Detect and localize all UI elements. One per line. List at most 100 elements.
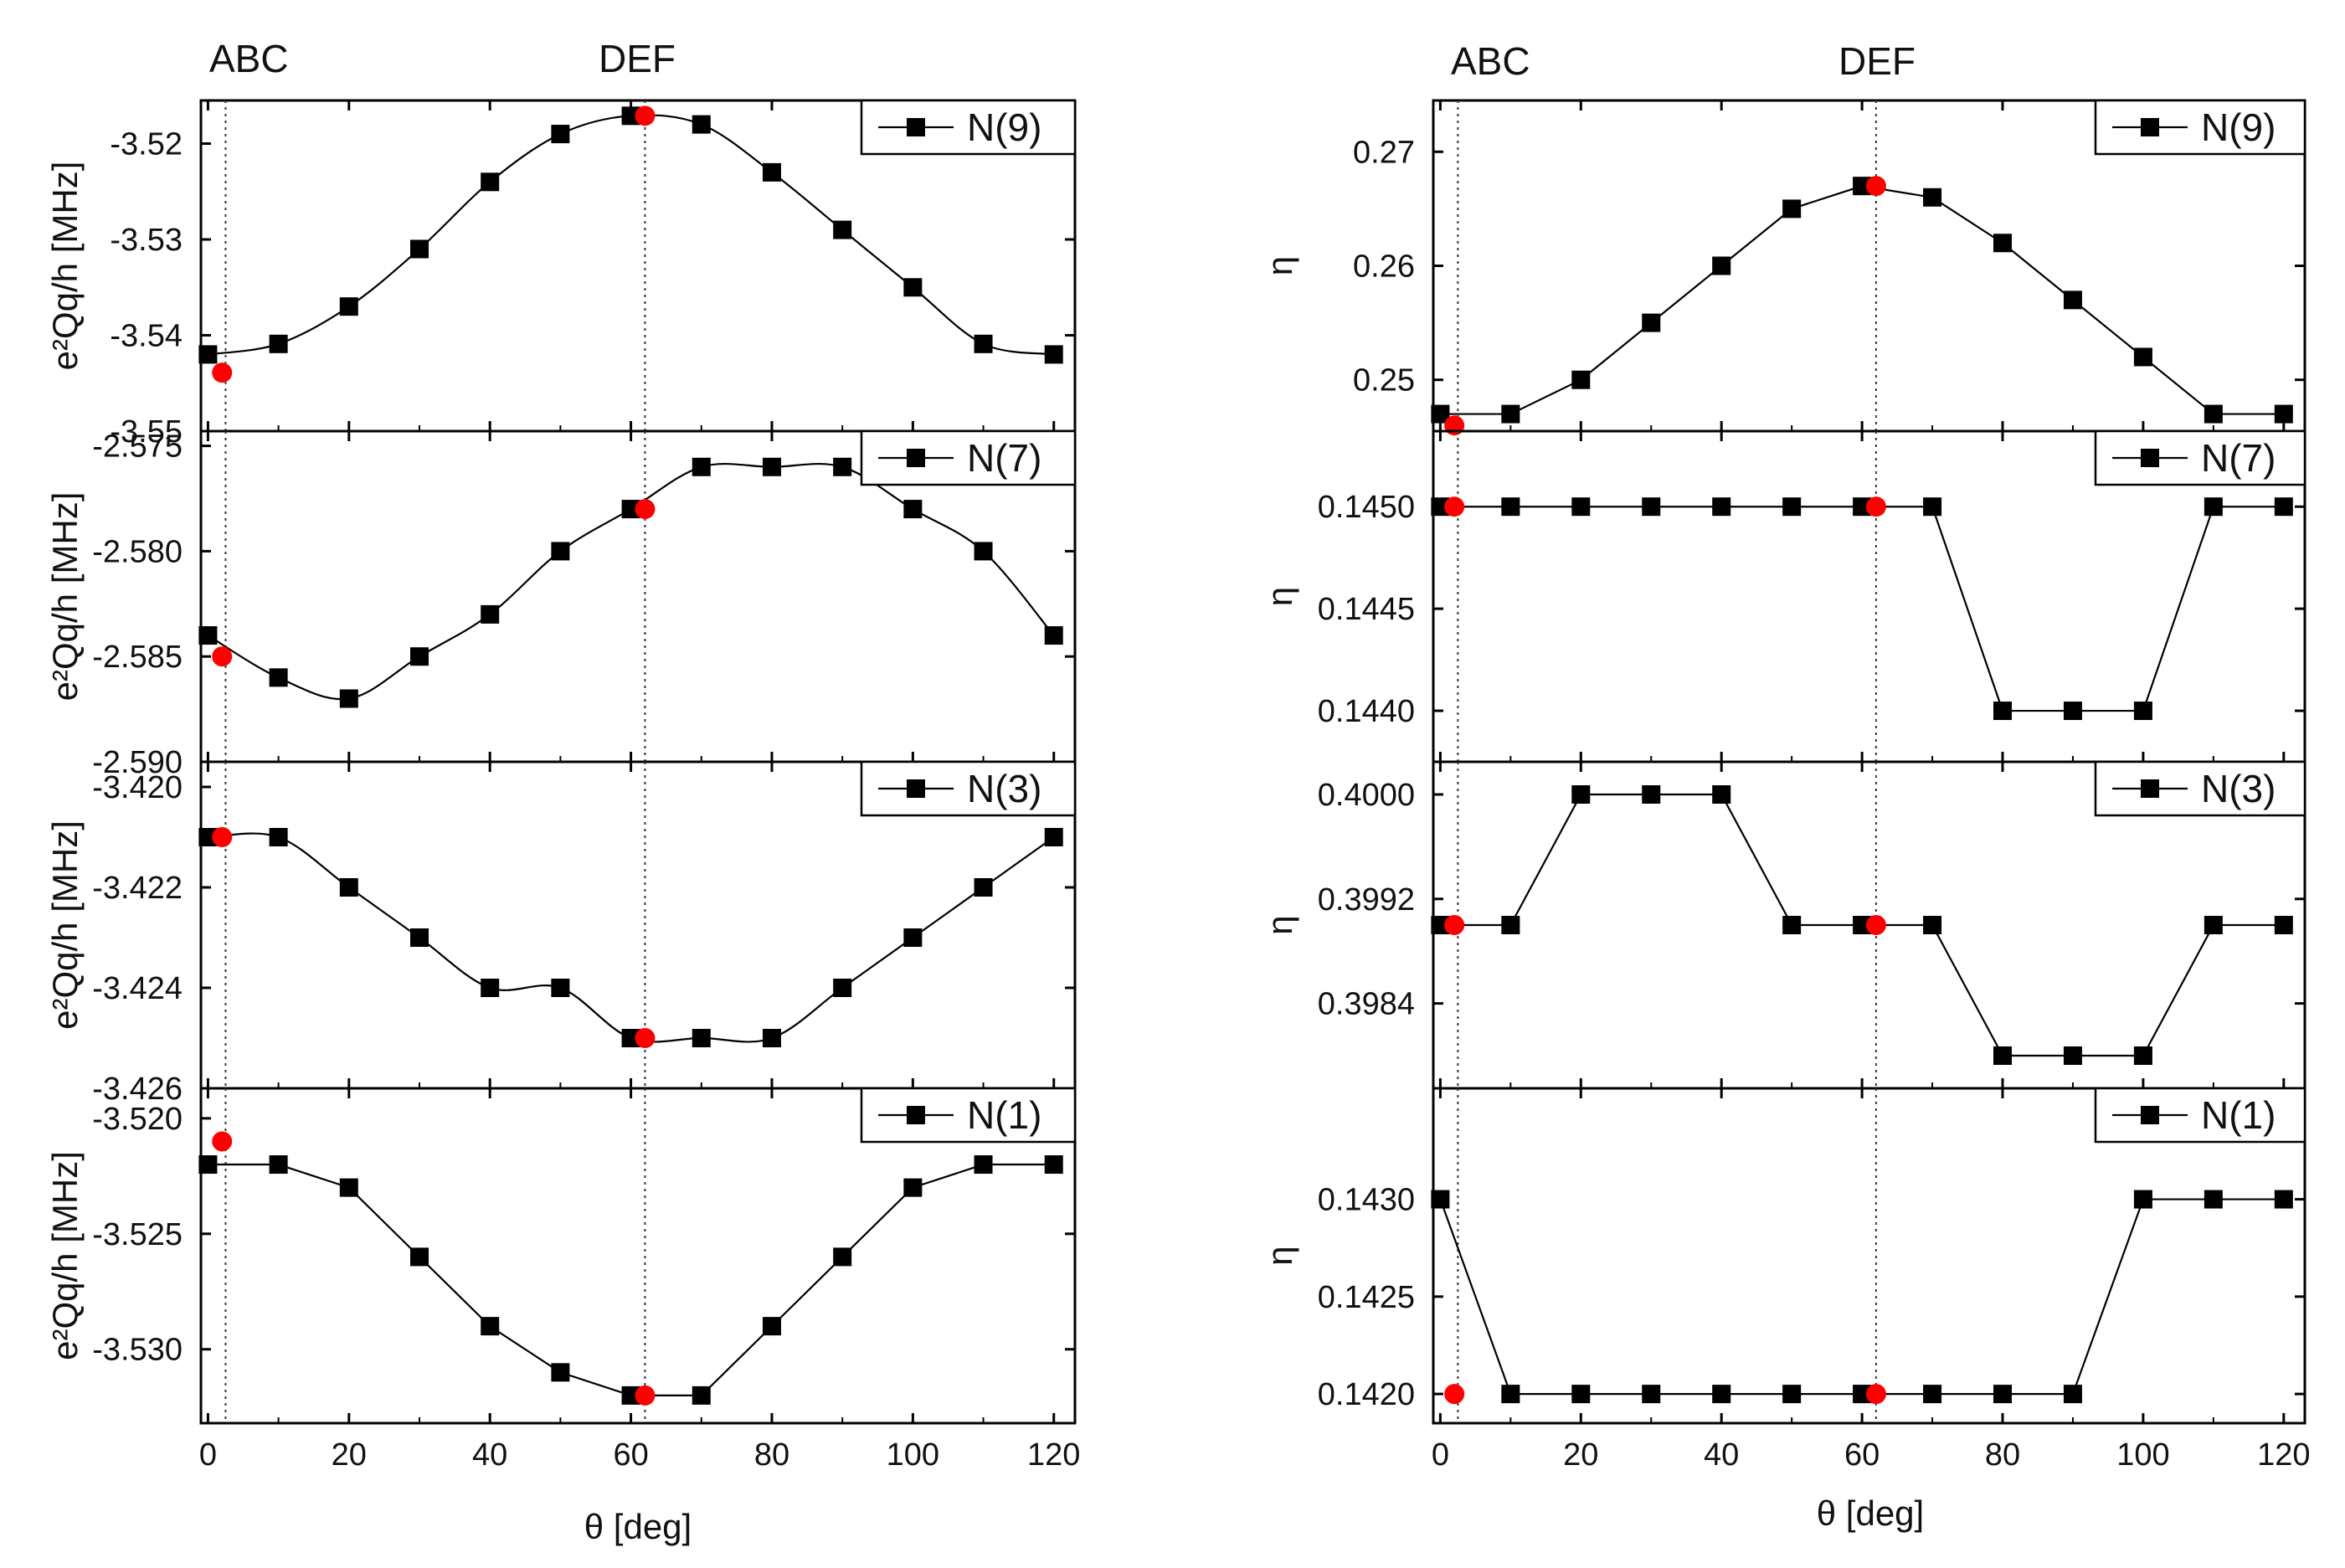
x-tick-label: 40 xyxy=(472,1437,507,1473)
data-point xyxy=(1431,916,1450,934)
data-point xyxy=(1993,702,2013,721)
data-point xyxy=(2274,1190,2293,1209)
x-axis-title-left: θ [deg] xyxy=(584,1507,692,1546)
data-point xyxy=(833,220,852,239)
data-point xyxy=(833,979,852,997)
panel-eta-N7: 0.1440 0.1445 0.1450 η N(7) xyxy=(1260,429,2306,763)
data-point xyxy=(621,106,640,126)
data-point xyxy=(481,604,500,624)
data-point xyxy=(2274,404,2293,424)
data-point xyxy=(1993,1385,2013,1404)
data-point xyxy=(1923,916,1942,934)
data-point xyxy=(2133,1046,2152,1065)
y-tick-label: -2.580 xyxy=(92,534,183,569)
data-point xyxy=(551,542,570,561)
data-point xyxy=(2063,1385,2082,1404)
highlight-point xyxy=(212,1131,233,1152)
data-point xyxy=(692,1029,711,1047)
y-tick-label: -3.54 xyxy=(110,319,183,354)
data-point xyxy=(1782,199,1802,218)
legend-box xyxy=(2094,99,2306,156)
panel-efg-N1: 0 20 40 60 80 100 120 -3.530 -3.525 -3.520e²Qq/h … xyxy=(45,1087,1080,1473)
data-point xyxy=(1712,497,1731,517)
data-point xyxy=(198,626,218,645)
data-point xyxy=(1044,345,1063,364)
data-point xyxy=(481,1317,500,1336)
data-point xyxy=(1571,497,1591,517)
series-line xyxy=(1440,506,2284,712)
highlight-point xyxy=(212,646,233,667)
x-tick-label: 0 xyxy=(1432,1437,1449,1473)
highlight-point xyxy=(1865,1384,1886,1405)
data-point xyxy=(1501,1385,1520,1404)
legend-marker xyxy=(2141,449,2159,467)
data-point xyxy=(2204,916,2223,934)
highlight-point xyxy=(1865,496,1886,517)
x-tick-label: 80 xyxy=(1985,1437,2020,1473)
data-point xyxy=(551,125,570,144)
highlight-point xyxy=(1444,1384,1465,1405)
y-axis-title: e²Qq/h [MHz] xyxy=(45,492,85,702)
x-tick-label: 120 xyxy=(2257,1437,2310,1473)
y-tick-label: 0.1420 xyxy=(1318,1377,1415,1412)
data-point xyxy=(2063,1046,2082,1065)
data-point xyxy=(269,668,288,687)
data-point xyxy=(2204,1190,2223,1209)
data-point xyxy=(269,1155,288,1175)
data-point xyxy=(1923,1385,1942,1404)
data-point xyxy=(410,1247,429,1267)
data-point xyxy=(2133,347,2152,367)
legend-marker xyxy=(907,779,925,798)
data-point xyxy=(1642,313,1661,332)
data-point xyxy=(2133,1190,2152,1209)
highlight-point xyxy=(635,1028,656,1048)
x-tick-label: 100 xyxy=(887,1437,939,1473)
legend-label: N(9) xyxy=(967,105,1041,149)
legend-label: N(9) xyxy=(2201,105,2276,149)
data-point xyxy=(410,928,429,947)
x-tick-label: 60 xyxy=(613,1437,648,1473)
legend-label: N(3) xyxy=(2201,767,2276,810)
data-point xyxy=(903,1178,923,1197)
highlight-point xyxy=(1865,915,1886,935)
legend-marker xyxy=(2141,779,2159,798)
data-point xyxy=(1853,916,1872,934)
data-point xyxy=(2274,497,2293,517)
header-abc-left: ABC xyxy=(209,37,289,80)
y-axis-title: η xyxy=(1260,256,1299,275)
data-point xyxy=(1782,1385,1802,1404)
data-point xyxy=(974,1155,993,1175)
legend-label: N(7) xyxy=(2201,436,2276,480)
y-tick-label: -2.575 xyxy=(92,429,183,465)
data-point xyxy=(2063,702,2082,721)
data-point xyxy=(833,1247,852,1267)
legend: N(7) xyxy=(860,429,1077,486)
y-axis-title: e²Qq/h [MHz] xyxy=(45,820,85,1030)
data-point xyxy=(692,115,711,134)
x-axis-title-right: θ [deg] xyxy=(1817,1493,1924,1533)
legend-label: N(1) xyxy=(2201,1093,2276,1137)
legend: N(9) xyxy=(2094,99,2306,156)
data-point xyxy=(269,334,288,353)
data-point xyxy=(1571,1385,1591,1404)
x-tick-label: 100 xyxy=(2116,1437,2169,1473)
data-point xyxy=(481,979,500,997)
data-point xyxy=(692,457,711,476)
data-point xyxy=(1642,1385,1661,1404)
data-point xyxy=(2204,497,2223,517)
data-point xyxy=(339,297,358,316)
data-point xyxy=(339,878,358,897)
data-point xyxy=(1044,626,1063,645)
data-point xyxy=(198,828,218,846)
panel-eta-N3: 0.3984 0.3992 0.4000 η N(3) xyxy=(1260,760,2306,1090)
series-line xyxy=(1440,185,2284,415)
data-point xyxy=(1044,828,1063,846)
legend: N(3) xyxy=(2094,760,2306,817)
highlight-point xyxy=(1444,415,1465,436)
y-tick-label: -3.426 xyxy=(92,1072,183,1107)
data-point xyxy=(1571,785,1591,804)
legend-marker xyxy=(2141,118,2159,136)
y-tick-label: -3.420 xyxy=(92,770,183,805)
y-axis-title: e²Qq/h [MHz] xyxy=(45,162,85,371)
